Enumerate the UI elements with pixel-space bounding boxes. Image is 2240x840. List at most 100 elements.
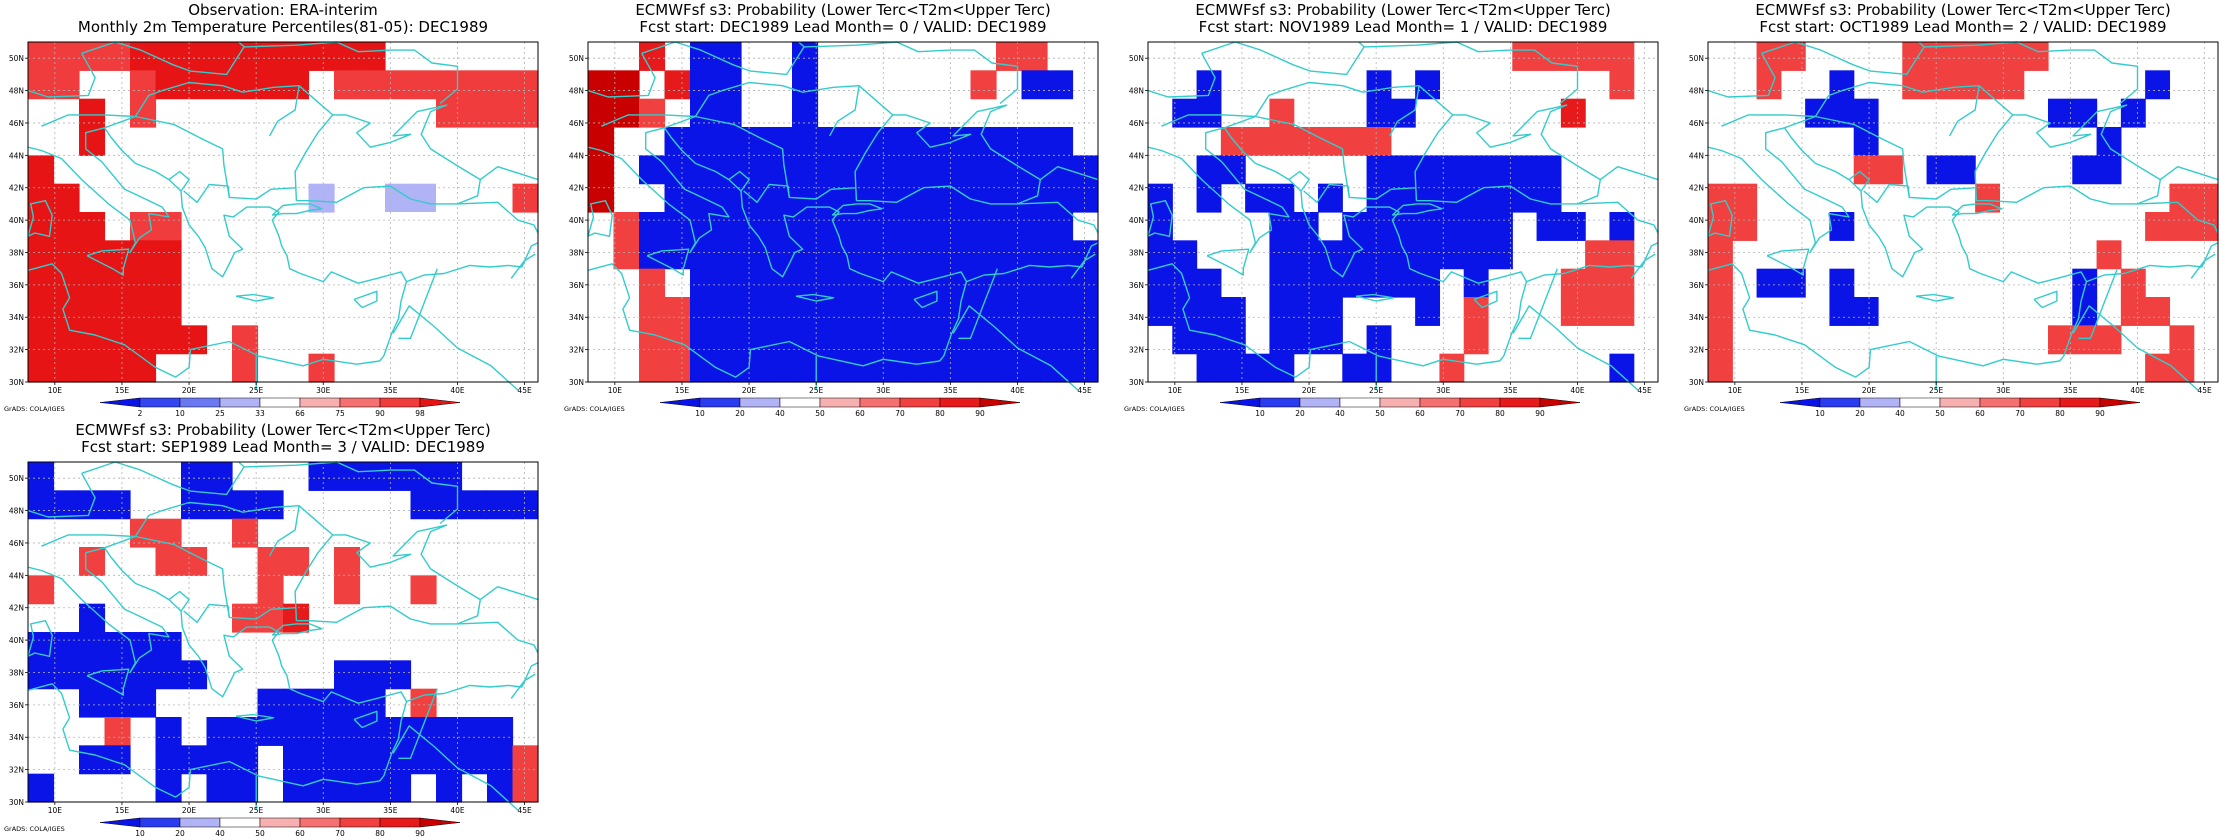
- data-cell: [155, 717, 182, 746]
- lon-tick-label: 45E: [1637, 386, 1652, 395]
- color-bar-segment: [2099, 397, 2141, 408]
- data-cell: [1609, 268, 1635, 298]
- data-cell: [613, 212, 640, 241]
- lat-tick-label: 46N: [569, 119, 584, 128]
- data-cell: [359, 240, 386, 270]
- color-bar-segment: [139, 397, 181, 408]
- map-gridlines: [588, 42, 1098, 383]
- coastline: [27, 547, 170, 674]
- data-cell: [232, 353, 259, 383]
- color-bar-segment: [699, 397, 741, 408]
- coastline: [1784, 115, 1977, 200]
- data-cell: [1072, 155, 1099, 185]
- data-cell: [741, 183, 768, 213]
- data-cell: [919, 183, 946, 213]
- coastline: [168, 170, 190, 192]
- lat-tick-label: 42N: [9, 604, 24, 613]
- data-cell: [181, 547, 208, 576]
- data-cell: [155, 547, 182, 576]
- data-cell: [843, 240, 870, 270]
- data-cell: [817, 297, 844, 326]
- lon-tick-label: 40E: [2130, 386, 2145, 395]
- color-bar-segment: [1939, 397, 1981, 408]
- data-cell: [308, 717, 335, 746]
- data-cell: [283, 70, 310, 100]
- data-cell: [1245, 127, 1271, 156]
- lat-tick-label: 44N: [1689, 151, 1704, 160]
- data-cell: [53, 660, 80, 690]
- color-bar-segment: [1419, 397, 1461, 408]
- lon-tick-label: 35E: [943, 386, 958, 395]
- data-cell: [741, 155, 768, 185]
- lat-tick-label: 36N: [1129, 281, 1144, 290]
- lat-tick-label: 34N: [1129, 313, 1144, 322]
- coastline: [268, 505, 300, 557]
- color-bar-segment: [1379, 397, 1421, 408]
- color-bar-label: 20: [1295, 409, 1305, 418]
- grads-credit: GrADS: COLA/IGES: [1124, 405, 1185, 413]
- data-cell: [715, 268, 742, 298]
- data-cell: [970, 183, 997, 213]
- coastline: [587, 199, 613, 238]
- lon-tick-label: 30E: [316, 806, 331, 815]
- data-cell: [206, 462, 233, 491]
- panel-title-line1: ECMWFsf s3: Probability (Lower Terc<T2m<…: [75, 421, 490, 439]
- data-cell: [766, 212, 793, 241]
- lon-tick-label: 15E: [115, 386, 130, 395]
- data-cell: [1463, 240, 1489, 270]
- lat-tick-label: 34N: [569, 313, 584, 322]
- data-cell: [308, 745, 335, 775]
- color-bar-label: 90: [375, 409, 385, 418]
- coastline: [398, 268, 438, 339]
- data-cell: [1415, 183, 1441, 213]
- lat-tick-label: 46N: [1689, 119, 1704, 128]
- data-cell: [715, 183, 742, 213]
- data-cell: [283, 547, 310, 576]
- data-cell: [639, 268, 666, 298]
- data-cell: [359, 660, 386, 690]
- color-bar-label: 33: [255, 409, 265, 418]
- data-cell: [1196, 297, 1222, 326]
- lat-tick-label: 44N: [9, 151, 24, 160]
- data-cell: [1829, 70, 1855, 100]
- coastline: [1206, 248, 1250, 276]
- data-cell: [1732, 212, 1758, 241]
- data-cell: [1148, 268, 1173, 298]
- lon-tick-label: 35E: [2063, 386, 2078, 395]
- data-cell: [741, 212, 768, 241]
- data-cell: [1196, 183, 1222, 213]
- data-cell: [28, 353, 55, 383]
- data-cell: [639, 325, 666, 355]
- color-bar-segment: [179, 817, 221, 828]
- lon-tick-label: 30E: [1436, 386, 1451, 395]
- data-cell: [1415, 155, 1441, 185]
- data-cell: [1148, 297, 1173, 326]
- data-cell: [104, 297, 131, 326]
- lon-tick-label: 20E: [742, 386, 757, 395]
- coastlines: [1147, 41, 1659, 391]
- data-cell: [359, 462, 386, 491]
- data-cell: [181, 462, 208, 491]
- color-bar-segment: [99, 817, 141, 828]
- data-cell: [308, 183, 335, 213]
- color-bar-segment: [1899, 397, 1941, 408]
- lon-tick-label: 20E: [182, 806, 197, 815]
- data-cell: [104, 717, 131, 746]
- coastline: [81, 461, 245, 496]
- data-cell: [181, 42, 208, 71]
- data-cell: [766, 297, 793, 326]
- data-cell: [130, 688, 157, 718]
- data-cell: [334, 547, 361, 576]
- color-bar-label: 10: [1255, 409, 1265, 418]
- data-cell: [257, 70, 284, 100]
- data-cell: [894, 353, 921, 383]
- lat-tick-label: 38N: [1689, 248, 1704, 257]
- lat-tick-label: 48N: [569, 87, 584, 96]
- coastline: [1924, 41, 2139, 105]
- data-cell: [970, 353, 997, 383]
- color-bar-segment: [339, 397, 381, 408]
- data-cell: [1342, 240, 1368, 270]
- coastline: [235, 293, 275, 302]
- lat-tick-label: 42N: [569, 184, 584, 193]
- color-bar-label: 10: [695, 409, 705, 418]
